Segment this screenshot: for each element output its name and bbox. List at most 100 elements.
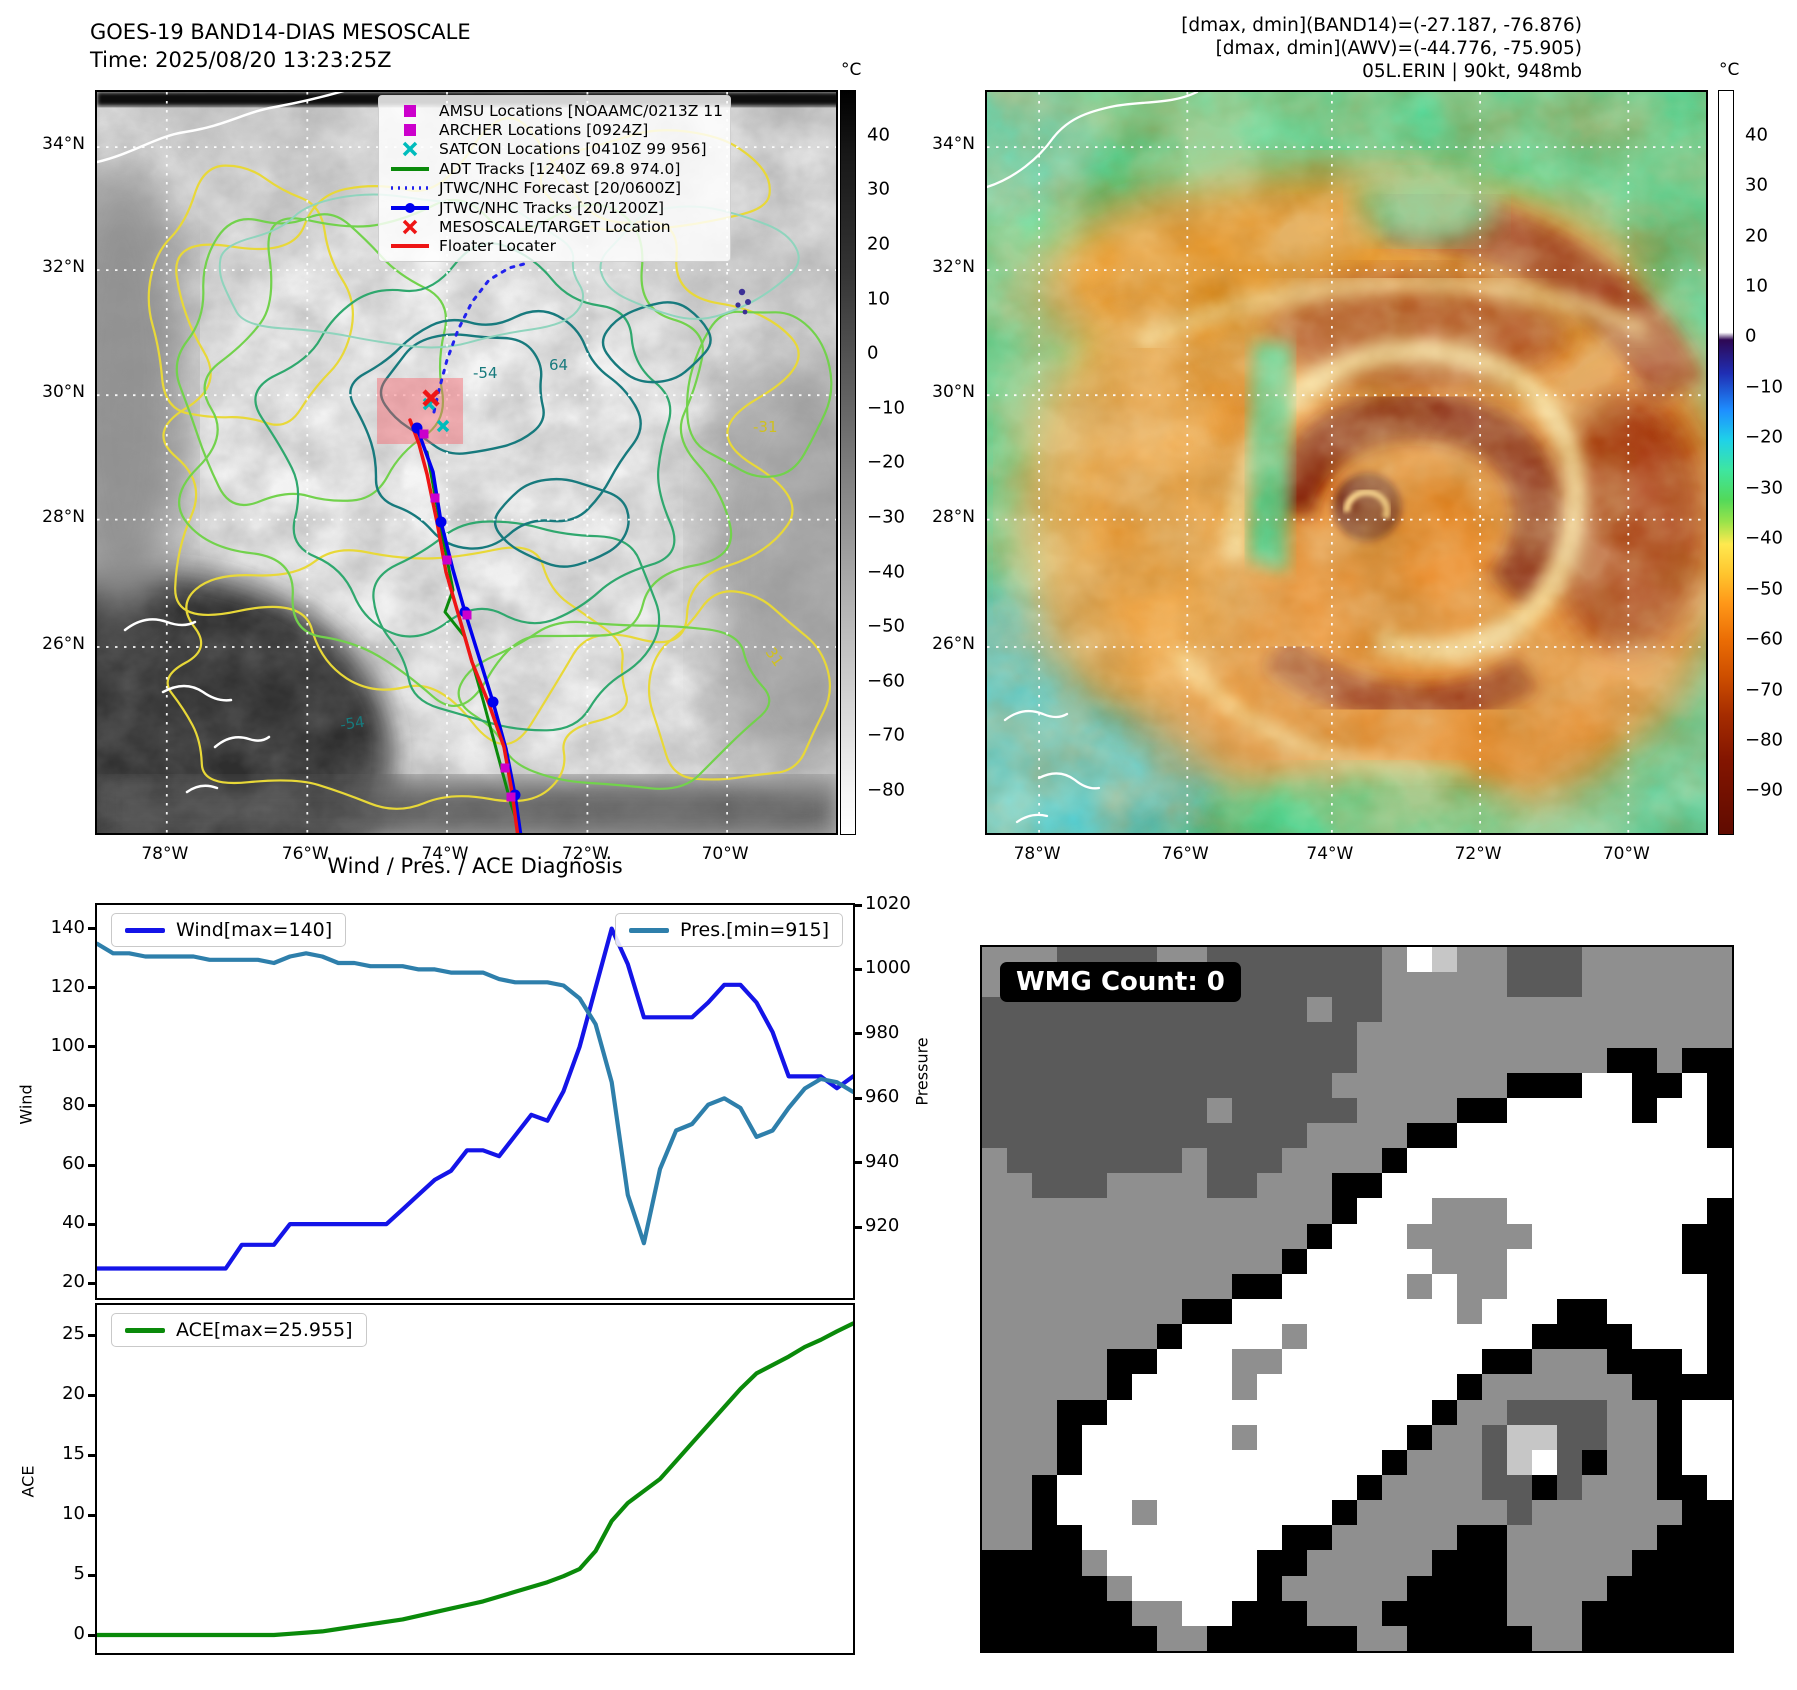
wmg-grid-cell — [1632, 1198, 1657, 1224]
wmg-grid-cell — [1082, 1298, 1107, 1325]
wmg-grid-cell — [1032, 1223, 1057, 1249]
wmg-grid-cell — [1132, 1022, 1157, 1048]
ace-chart: ACE[max=25.955] 25 20 15 10 5 0 — [62, 1303, 855, 1655]
wmg-grid-cell — [1582, 1198, 1607, 1224]
wmg-grid-cell — [1382, 1324, 1407, 1350]
wmg-grid-cell — [1357, 1324, 1382, 1350]
wmg-grid-cell — [1607, 1399, 1632, 1425]
wmg-grid-cell — [1157, 1273, 1182, 1299]
wmg-grid-cell — [1332, 1349, 1357, 1375]
axis-tick-mark — [853, 903, 862, 907]
wmg-grid-cell — [1082, 1550, 1107, 1576]
wmg-grid-cell — [1207, 1449, 1232, 1475]
wmg-grid-cell — [1532, 1600, 1557, 1626]
wmg-grid-cell — [1582, 1474, 1607, 1501]
wmg-grid-cell — [1157, 1097, 1182, 1123]
wmg-grid-cell — [1532, 1324, 1557, 1350]
wmg-grid-cell — [1307, 1324, 1332, 1350]
wmg-grid-cell — [1482, 1625, 1507, 1651]
pressure-line-swatch — [629, 927, 669, 933]
jtwc-track-point — [435, 516, 447, 528]
wmg-grid-cell — [982, 1575, 1007, 1601]
wmg-grid-cell — [1457, 947, 1482, 973]
wmg-grid-cell — [1382, 1474, 1407, 1501]
wmg-grid-cell — [1182, 1474, 1207, 1501]
wmg-grid-cell — [1257, 1273, 1282, 1299]
wmg-grid-cell — [1157, 1072, 1182, 1098]
wmg-grid-cell — [1557, 1625, 1582, 1651]
wmg-grid-cell — [1557, 1248, 1582, 1274]
wmg-grid-cell — [1082, 1223, 1107, 1249]
wmg-grid-cell — [1157, 1525, 1182, 1551]
wmg-grid-cell — [1007, 1550, 1032, 1576]
colorbar-tick-label: 30 — [867, 178, 890, 200]
lat-tick-label: 32°N — [42, 257, 85, 278]
wmg-grid-cell — [1432, 1349, 1457, 1375]
colorbar-tick-label: −30 — [1745, 477, 1783, 499]
wmg-grid-cell — [1707, 1449, 1732, 1475]
wmg-grid-cell — [1557, 1173, 1582, 1199]
wmg-grid-cell — [1132, 1248, 1157, 1274]
square-marker-icon — [404, 124, 416, 137]
wmg-grid-cell — [1457, 1575, 1482, 1601]
wmg-grid-cell — [1432, 1047, 1457, 1073]
wmg-grid-cell — [1207, 1600, 1232, 1626]
wmg-grid-cell — [1482, 1374, 1507, 1400]
wmg-grid-cell — [1207, 1122, 1232, 1149]
wmg-grid-cell — [1257, 1550, 1282, 1576]
wmg-grid-cell — [1182, 1273, 1207, 1299]
wmg-grid-cell — [1532, 1525, 1557, 1551]
wind-axis-label: Wind — [16, 1084, 36, 1125]
wmg-grid-cell — [1707, 1273, 1732, 1299]
wmg-grid-cell — [1407, 1449, 1432, 1475]
axis-tick-label: 25 — [62, 1323, 85, 1344]
wmg-grid-cell — [1207, 1349, 1232, 1375]
wmg-grid-cell — [1182, 1625, 1207, 1651]
wmg-grid-cell — [1607, 1550, 1632, 1576]
wmg-grid-cell — [1207, 1273, 1232, 1299]
wmg-grid-cell — [1607, 1349, 1632, 1375]
wmg-grid-cell — [1382, 1097, 1407, 1123]
wmg-grid-cell — [1032, 1097, 1057, 1123]
wmg-grid-cell — [1382, 997, 1407, 1023]
wmg-grid-cell — [1457, 1324, 1482, 1350]
wmg-grid-cell — [1232, 1047, 1257, 1073]
wmg-grid-cell — [1482, 1449, 1507, 1475]
wmg-grid-cell — [1107, 1248, 1132, 1274]
wmg-grid-cell — [1507, 1600, 1532, 1626]
axis-tick-label: 100 — [50, 1034, 85, 1056]
wmg-grid-cell — [1207, 1575, 1232, 1601]
colorbar-tick-label: −70 — [1745, 679, 1783, 700]
wmg-grid-cell — [1282, 1047, 1307, 1073]
contour-value-label: -54 — [339, 713, 366, 734]
wmg-grid-cell — [1157, 1223, 1182, 1249]
wmg-grid-cell — [1632, 1449, 1657, 1475]
wmg-grid-cell — [1432, 1097, 1457, 1123]
wmg-grid-cell — [1007, 1097, 1032, 1123]
wmg-grid-cell — [1532, 1022, 1557, 1048]
wmg-grid-cell — [1332, 1324, 1357, 1350]
wmg-grid-cell — [1257, 1525, 1282, 1551]
satcon-x-marker — [436, 419, 450, 433]
wmg-grid-cell — [1182, 1575, 1207, 1601]
map-legend-item: ARCHER Locations [0924Z] — [387, 120, 722, 139]
wmg-grid-cell — [1457, 1474, 1482, 1501]
wmg-grid-cell — [1382, 1525, 1407, 1551]
wmg-grid-cell — [1107, 1550, 1132, 1576]
wmg-grid-cell — [1557, 1424, 1582, 1450]
wmg-grid-cell — [1332, 1550, 1357, 1576]
wmg-grid-cell — [1207, 1500, 1232, 1526]
wmg-grid-cell — [1657, 1047, 1682, 1073]
axis-tick-label: 1000 — [865, 957, 911, 979]
wmg-grid-cell — [1607, 1173, 1632, 1199]
axis-tick-label: 940 — [865, 1150, 900, 1172]
wmg-grid-cell — [1432, 1600, 1457, 1626]
wmg-grid-cell — [1582, 1223, 1607, 1249]
wmg-grid-cell — [1407, 1625, 1432, 1651]
wmg-grid-cell — [1457, 1349, 1482, 1375]
wmg-grid-cell — [982, 1173, 1007, 1199]
series-line — [97, 1321, 853, 1638]
axis-tick-label: 60 — [62, 1153, 85, 1175]
wmg-grid-cell — [1307, 1374, 1332, 1400]
wmg-grid-row — [982, 1474, 1732, 1501]
